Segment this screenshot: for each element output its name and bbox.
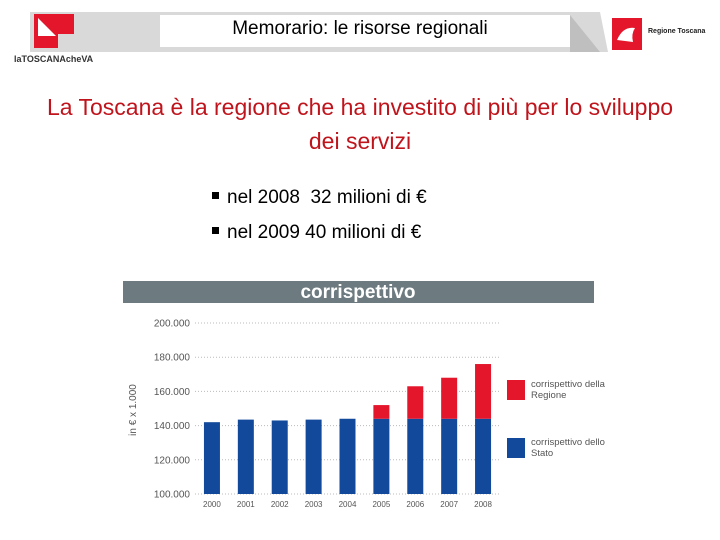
header-title: Memorario: le risorse regionali: [232, 18, 488, 39]
x-tick-label: 2001: [237, 500, 255, 509]
left-logo-shape: [34, 14, 74, 48]
left-logo-text: laTOSCANAcheVA: [14, 54, 94, 64]
x-tick-label: 2007: [440, 500, 458, 509]
bar-segment: [373, 405, 390, 419]
x-tick-label: 2000: [203, 500, 221, 509]
header-box: [160, 15, 570, 47]
y-tick-label: 160.000: [154, 387, 191, 398]
bar-segment: [237, 419, 254, 494]
bar-segment: [271, 420, 288, 494]
header-shade: [570, 15, 600, 52]
bullet-marker: [212, 192, 219, 200]
y-axis-label: in € x 1.000: [128, 384, 139, 436]
bar-segment: [373, 418, 390, 494]
bullet-marker: [212, 227, 219, 235]
legend-label: corrispettivo dello Stato: [531, 437, 605, 459]
bullet-text: nel 2008 32 milioni di €: [227, 187, 427, 208]
bullet: nel 2008 32 milioni di €: [212, 187, 427, 209]
x-tick-label: 2005: [372, 500, 390, 509]
y-tick-label: 120.000: [154, 455, 191, 466]
bar-segment: [407, 418, 424, 494]
right-logo-emblem: [617, 27, 635, 42]
bar-segment: [441, 377, 458, 419]
y-tick-label: 140.000: [154, 421, 191, 432]
bar-segment: [475, 418, 492, 494]
y-tick-label: 100.000: [154, 490, 191, 501]
bar-segment: [407, 386, 424, 419]
right-logo-text: Regione Toscana: [648, 28, 706, 35]
chart-title: corrispettivo: [300, 282, 415, 303]
legend-label: corrispettivo della Regione: [531, 379, 605, 401]
x-tick-label: 2004: [339, 500, 357, 509]
x-tick-label: 2008: [474, 500, 492, 509]
legend-swatch: [507, 380, 525, 400]
x-tick-label: 2003: [305, 500, 323, 509]
legend-swatch: [507, 438, 525, 458]
bar-segment: [441, 418, 458, 494]
y-tick-label: 200.000: [154, 319, 191, 330]
bar-segment: [305, 419, 322, 494]
bar-segment: [339, 418, 356, 494]
bullet: nel 2009 40 milioni di €: [212, 222, 421, 244]
x-tick-label: 2006: [406, 500, 424, 509]
y-tick-label: 180.000: [154, 353, 191, 364]
heading: La Toscana è la regione che ha investito…: [46, 94, 674, 154]
bullet-text: nel 2009 40 milioni di €: [227, 222, 422, 243]
bar-segment: [203, 422, 220, 494]
left-logo-cut: [38, 18, 56, 36]
chart-title-bar: [123, 281, 594, 303]
bar-segment: [475, 364, 492, 419]
x-tick-label: 2002: [271, 500, 289, 509]
